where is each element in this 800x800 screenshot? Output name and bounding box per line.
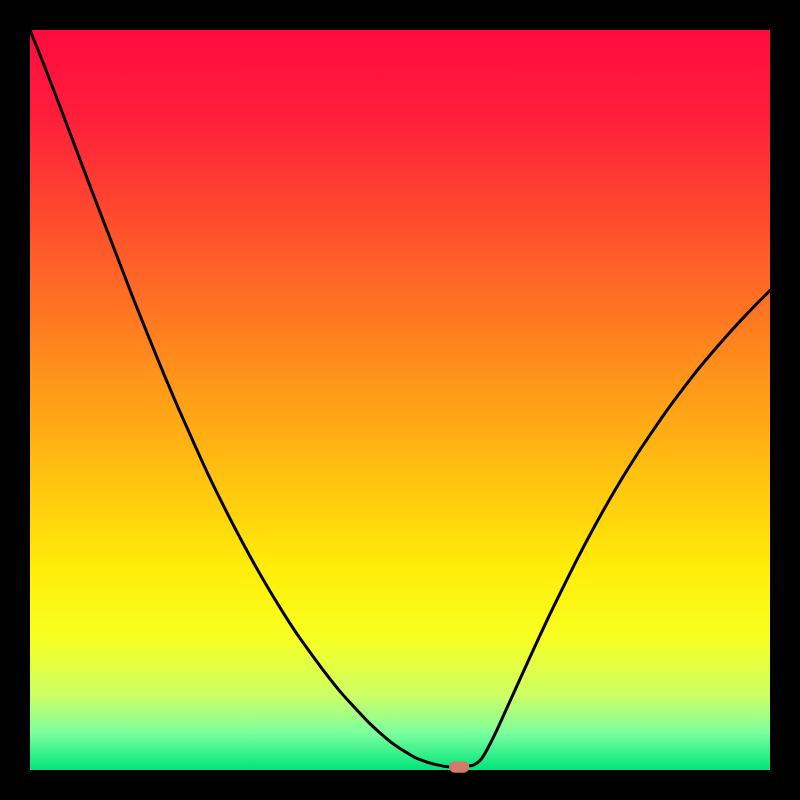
- bottleneck-chart: [0, 0, 800, 800]
- gradient-background: [30, 30, 770, 770]
- optimal-point-marker: [450, 762, 469, 772]
- chart-stage: TheBottleneck.com: [0, 0, 800, 800]
